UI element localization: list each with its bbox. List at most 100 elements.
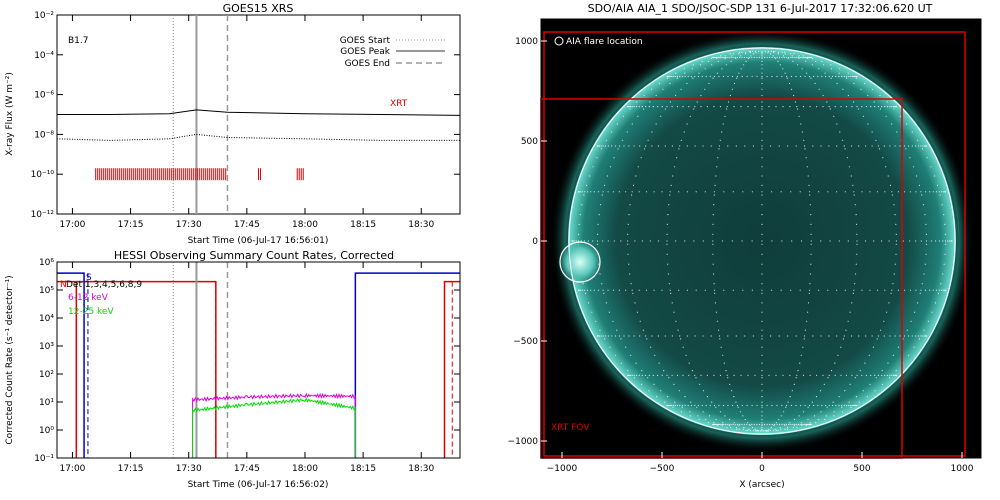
grid-dot	[761, 320, 763, 322]
grid-dot	[710, 335, 712, 337]
grid-dot	[841, 404, 843, 407]
grid-dot	[761, 346, 763, 348]
grid-dot	[681, 75, 683, 78]
grid-dot	[628, 214, 630, 216]
grid-dot	[721, 68, 723, 70]
grid-dot	[735, 428, 738, 430]
grid-dot	[713, 106, 715, 108]
grid-dot	[935, 191, 938, 193]
grid-dot	[627, 374, 630, 376]
grid-dot	[788, 82, 791, 85]
grid-dot	[705, 75, 707, 78]
grid-dot	[733, 106, 735, 108]
grid-dot	[838, 240, 840, 242]
grid-dot	[824, 72, 826, 74]
grid-dot	[788, 56, 790, 59]
grid-dot	[738, 428, 740, 430]
grid-dot	[666, 253, 668, 255]
grid-dot	[727, 145, 729, 147]
grid-dot	[865, 145, 867, 147]
grid-dot	[885, 115, 887, 117]
grid-dot	[607, 145, 610, 147]
grid-dot	[660, 390, 662, 392]
grid-dot	[666, 106, 668, 108]
grid-dot	[671, 404, 673, 407]
grid-dot	[718, 145, 721, 147]
grid-dot	[761, 240, 763, 242]
grid-dot	[719, 374, 722, 376]
grid-dot	[890, 292, 892, 294]
grid-dot	[724, 423, 727, 426]
grid-dot	[673, 311, 675, 313]
grid-dot	[732, 53, 735, 55]
grid-dot	[761, 115, 763, 117]
grid-dot	[702, 411, 704, 413]
grid-dot	[749, 51, 752, 54]
grid-dot	[835, 75, 837, 78]
grid-dot	[695, 377, 697, 379]
grid-dot	[838, 396, 840, 398]
grid-dot	[639, 145, 641, 147]
grid-dot	[578, 289, 581, 291]
grid-dot	[944, 253, 946, 255]
grid-dot	[683, 131, 685, 133]
grid-dot	[790, 75, 793, 78]
grid-dot	[790, 423, 792, 426]
grid-dot	[804, 56, 806, 59]
grid-dot	[761, 204, 763, 206]
grid-dot	[646, 338, 648, 340]
grid-dot	[749, 429, 751, 431]
grid-dot	[721, 240, 724, 242]
grid-dot	[636, 374, 638, 376]
grid-dot	[661, 191, 663, 193]
grid-dot	[894, 263, 896, 265]
grid-dot	[759, 430, 761, 432]
grid-dot	[585, 292, 587, 294]
grid-dot	[894, 374, 896, 376]
grid-dot	[661, 106, 663, 108]
grid-dot	[924, 191, 927, 193]
grid-dot	[938, 289, 940, 291]
grid-dot	[818, 289, 820, 291]
grid-dot	[694, 145, 696, 147]
grid-dot	[949, 240, 951, 242]
grid-dot	[839, 68, 841, 70]
grid-dot	[747, 106, 749, 108]
grid-dot	[817, 404, 819, 407]
grid-dot	[652, 106, 654, 108]
grid-dot	[891, 194, 894, 196]
grid-dot	[679, 335, 681, 337]
grid-dot	[801, 423, 803, 426]
grid-dot	[755, 430, 757, 432]
grid-dot	[920, 191, 922, 193]
grid-dot	[871, 335, 873, 337]
grid-dot	[848, 75, 850, 78]
grid-dot	[636, 101, 638, 103]
grid-dot	[941, 204, 943, 206]
grid-dot	[688, 362, 690, 364]
grid-dot	[685, 354, 687, 356]
grid-dot	[669, 404, 671, 407]
grid-dot	[631, 374, 633, 376]
grid-dot	[602, 335, 604, 337]
grid-dot	[822, 106, 824, 108]
aia-x-tick-labels: −1000 −500 0 500 1000	[547, 464, 974, 474]
grid-dot	[828, 75, 830, 78]
grid-dot	[671, 374, 673, 376]
grid-dot	[781, 56, 783, 59]
grid-dot	[917, 302, 919, 304]
grid-dot	[812, 57, 814, 60]
grid-dot	[938, 240, 941, 242]
grid-dot	[854, 404, 856, 407]
grid-dot	[850, 175, 852, 177]
grid-dot	[731, 390, 733, 392]
grid-dot	[761, 60, 763, 63]
grid-dot	[691, 370, 694, 372]
grid-dot	[924, 263, 926, 265]
grid-dot	[747, 422, 749, 424]
grid-dot	[741, 423, 743, 426]
grid-dot	[587, 302, 590, 304]
grid-dot	[871, 131, 873, 133]
grid-dot	[718, 329, 720, 331]
grid-dot	[850, 404, 852, 407]
